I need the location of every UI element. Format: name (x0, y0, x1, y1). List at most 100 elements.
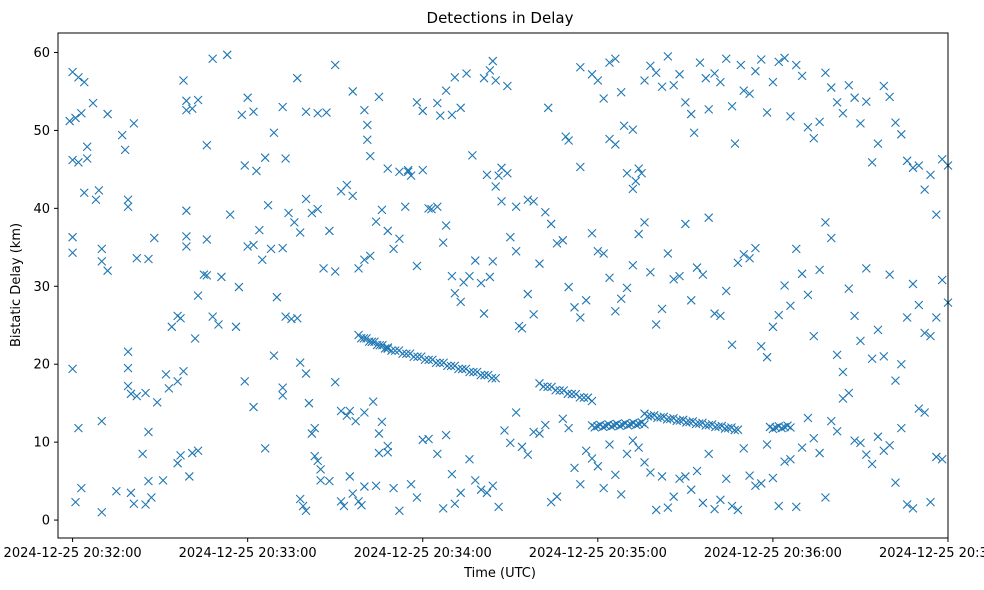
data-point (182, 96, 191, 106)
data-point (398, 349, 408, 359)
data-point (103, 109, 112, 119)
data-point (234, 282, 244, 292)
data-point (491, 373, 501, 383)
y-axis-label: Bistatic Delay (km) (9, 223, 24, 347)
data-point (623, 420, 633, 430)
data-point (733, 425, 743, 435)
data-point (179, 366, 188, 376)
data-point (68, 155, 77, 165)
data-point (716, 495, 725, 505)
data-point (733, 258, 743, 268)
data-point (313, 204, 323, 214)
y-tick-label: 60 (33, 46, 50, 61)
data-point (193, 95, 203, 105)
data-point (68, 232, 77, 242)
data-point (144, 476, 153, 486)
data-point (920, 408, 930, 417)
data-point (342, 180, 352, 190)
data-point (581, 446, 591, 456)
data-point (723, 423, 733, 433)
data-point (701, 73, 711, 83)
data-point (575, 313, 585, 322)
data-point (377, 417, 387, 427)
data-point (529, 427, 539, 437)
data-point (511, 246, 521, 256)
data-point (71, 497, 80, 507)
data-point (450, 499, 460, 509)
data-point (908, 163, 918, 173)
data-point (193, 446, 203, 456)
data-point (651, 320, 661, 329)
data-point (704, 104, 714, 114)
data-point (208, 54, 218, 64)
data-point (462, 69, 471, 78)
data-point (552, 239, 562, 248)
data-point (479, 73, 489, 83)
data-point (132, 253, 142, 263)
data-point (686, 109, 696, 119)
data-point (797, 443, 807, 452)
data-point (387, 346, 396, 355)
data-point (803, 413, 813, 423)
data-point (891, 376, 900, 385)
data-point (730, 425, 740, 435)
data-point (768, 424, 778, 434)
x-tick-label: 2024-12-25 20:35:00 (529, 546, 667, 561)
data-point (371, 217, 381, 226)
data-point (76, 108, 86, 118)
data-point (97, 507, 107, 517)
data-point (217, 272, 226, 282)
data-point (269, 128, 279, 138)
data-point (517, 323, 527, 333)
data-point (797, 71, 807, 81)
data-point (193, 291, 203, 301)
data-point (879, 352, 889, 361)
data-point (523, 450, 533, 460)
data-point (593, 76, 603, 85)
data-point (330, 267, 340, 276)
data-point (295, 494, 305, 504)
data-point (456, 103, 466, 113)
data-point (844, 388, 854, 398)
data-point (295, 228, 305, 237)
x-tick-label: 2024-12-25 20:33:00 (179, 546, 317, 561)
data-point (497, 196, 506, 206)
data-point (774, 57, 784, 67)
data-point (390, 346, 400, 356)
data-point (292, 313, 302, 323)
data-point (704, 449, 714, 459)
data-point (873, 139, 883, 149)
data-point (832, 350, 842, 360)
data-point (552, 492, 562, 502)
data-point (389, 244, 398, 254)
data-point (441, 430, 451, 440)
data-point (663, 51, 673, 61)
data-point (438, 503, 448, 513)
data-point (873, 325, 883, 335)
data-point (141, 388, 150, 398)
data-point (348, 191, 358, 201)
data-point (861, 97, 871, 106)
data-point (914, 404, 924, 414)
data-point (123, 363, 133, 373)
data-point (500, 426, 509, 435)
data-point (395, 506, 404, 516)
data-point (476, 370, 486, 380)
data-point (756, 341, 766, 351)
data-point (313, 108, 323, 118)
data-point (144, 254, 153, 264)
data-point (867, 157, 877, 167)
data-point (931, 313, 941, 322)
data-point (138, 449, 148, 459)
data-point (856, 438, 865, 448)
data-point (491, 182, 501, 191)
chart-title: Detections in Delay (427, 9, 574, 27)
data-point (465, 454, 474, 464)
data-point (675, 416, 685, 425)
data-point (745, 253, 754, 263)
data-point (739, 249, 749, 259)
data-point (374, 92, 384, 102)
data-point (815, 265, 824, 275)
data-point (850, 436, 860, 445)
data-point (826, 233, 836, 243)
